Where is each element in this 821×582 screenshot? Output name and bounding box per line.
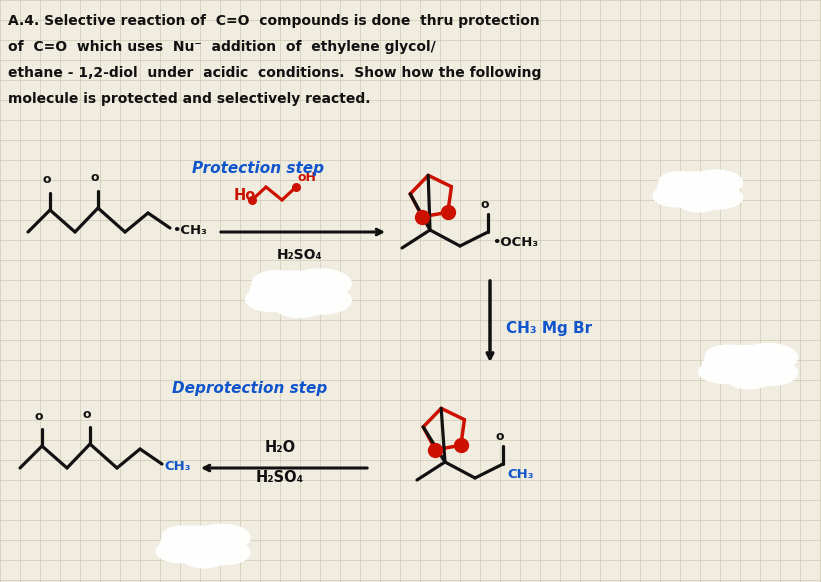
Text: o: o bbox=[496, 430, 504, 443]
Text: Ho: Ho bbox=[234, 189, 256, 204]
Ellipse shape bbox=[726, 367, 773, 389]
Text: H₂SO₄: H₂SO₄ bbox=[277, 248, 323, 262]
Text: o: o bbox=[481, 198, 489, 211]
Text: CH₃ Mg Br: CH₃ Mg Br bbox=[506, 321, 592, 335]
Ellipse shape bbox=[293, 287, 351, 314]
Ellipse shape bbox=[693, 186, 742, 209]
Text: o: o bbox=[34, 410, 44, 423]
Text: CH₃: CH₃ bbox=[164, 460, 190, 473]
Text: •CH₃: •CH₃ bbox=[172, 223, 207, 236]
Ellipse shape bbox=[245, 286, 300, 311]
Text: o: o bbox=[91, 171, 99, 184]
Ellipse shape bbox=[678, 192, 720, 212]
Text: ethane - 1,2-diol  under  acidic  conditions.  Show how the following: ethane - 1,2-diol under acidic condition… bbox=[8, 66, 541, 80]
Text: A.4. Selective reaction of  C=O  compounds is done  thru protection: A.4. Selective reaction of C=O compounds… bbox=[8, 14, 539, 28]
Text: •OCH₃: •OCH₃ bbox=[492, 236, 538, 249]
Ellipse shape bbox=[654, 185, 699, 207]
Ellipse shape bbox=[703, 346, 787, 385]
Ellipse shape bbox=[198, 540, 250, 565]
Ellipse shape bbox=[250, 271, 340, 313]
Text: o: o bbox=[83, 408, 91, 421]
Ellipse shape bbox=[160, 526, 240, 564]
Text: molecule is protected and selectively reacted.: molecule is protected and selectively re… bbox=[8, 92, 370, 106]
Ellipse shape bbox=[690, 170, 742, 196]
Ellipse shape bbox=[739, 343, 797, 371]
Ellipse shape bbox=[657, 172, 733, 208]
Ellipse shape bbox=[156, 540, 204, 562]
Ellipse shape bbox=[194, 524, 250, 551]
Ellipse shape bbox=[275, 294, 324, 318]
Text: H₂O: H₂O bbox=[264, 440, 296, 455]
Text: H₂SO₄: H₂SO₄ bbox=[256, 470, 304, 485]
Ellipse shape bbox=[162, 526, 206, 546]
Ellipse shape bbox=[252, 271, 302, 294]
Ellipse shape bbox=[182, 547, 226, 568]
Text: Protection step: Protection step bbox=[192, 161, 324, 176]
Ellipse shape bbox=[743, 360, 797, 385]
Ellipse shape bbox=[699, 360, 750, 383]
Text: CH₃: CH₃ bbox=[507, 468, 534, 481]
Ellipse shape bbox=[659, 172, 700, 191]
Text: o: o bbox=[43, 173, 51, 186]
Text: of  C=O  which uses  Nu⁻  addition  of  ethylene glycol/: of C=O which uses Nu⁻ addition of ethyle… bbox=[8, 40, 436, 54]
Text: Deprotection step: Deprotection step bbox=[172, 381, 328, 396]
Ellipse shape bbox=[288, 269, 351, 299]
Text: oH: oH bbox=[297, 171, 316, 184]
Ellipse shape bbox=[705, 345, 751, 367]
